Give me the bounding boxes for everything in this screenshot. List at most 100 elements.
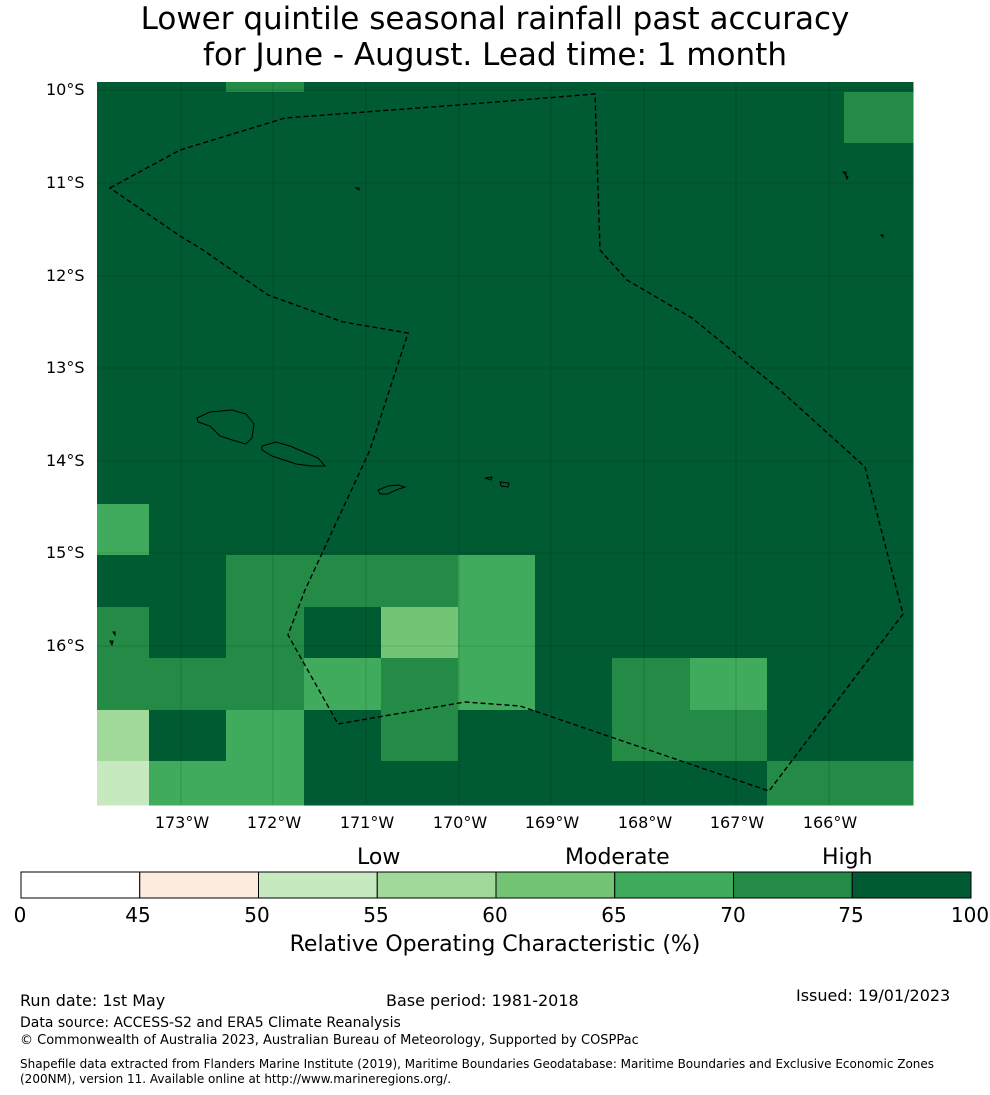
grid-cell <box>535 658 613 711</box>
grid-cell <box>97 710 150 762</box>
colorbar-swatch <box>495 871 616 899</box>
grid-cell <box>612 452 691 505</box>
lon-label-171w: 171°W <box>339 813 395 832</box>
grid-cell <box>612 504 691 556</box>
grid-cell <box>535 607 613 659</box>
grid-cell <box>381 400 459 453</box>
grid-cell <box>381 246 459 299</box>
grid-cell <box>844 400 914 453</box>
grid-cell <box>458 452 536 505</box>
grid-cell <box>304 710 382 762</box>
grid-cell <box>844 555 914 608</box>
grid-cell <box>844 349 914 401</box>
grid-cell <box>97 246 150 299</box>
grid-cell <box>226 246 305 299</box>
grid-cell <box>844 82 914 93</box>
island-sw-a <box>112 631 116 637</box>
grid-cell <box>844 92 914 144</box>
lon-label-169w: 169°W <box>524 813 580 832</box>
grid-cell <box>844 143 914 196</box>
grid-cell <box>97 82 150 93</box>
grid-cell <box>844 246 914 299</box>
grid-cell <box>226 761 305 806</box>
grid-cell <box>304 246 382 299</box>
roc-grid <box>97 82 914 806</box>
grid-cell <box>612 555 691 608</box>
grid-cell <box>690 298 768 350</box>
grid-cell <box>612 761 691 806</box>
grid-cell <box>97 658 150 711</box>
grid-cell <box>149 710 227 762</box>
grid-cell <box>381 607 459 659</box>
colorbar-swatch <box>20 871 141 899</box>
base-period: Base period: 1981-2018 <box>386 991 579 1010</box>
grid-cell <box>458 555 536 608</box>
colorbar-swatch <box>376 871 497 899</box>
grid-cell <box>535 761 613 806</box>
grid-cell <box>149 195 227 247</box>
grid-cell <box>381 504 459 556</box>
grid-cell <box>226 82 305 93</box>
grid-cell <box>458 195 536 247</box>
legend-category-high: High <box>822 845 873 870</box>
grid-cell <box>149 143 227 196</box>
grid-cell <box>381 143 459 196</box>
islands <box>109 171 884 647</box>
grid-cell <box>381 658 459 711</box>
grid-cell <box>149 607 227 659</box>
grid-cell <box>381 92 459 144</box>
grid-cell <box>381 761 459 806</box>
grid-cell <box>381 452 459 505</box>
colorbar-tick-60: 60 <box>482 903 508 927</box>
island-swains <box>354 187 360 191</box>
grid-cell <box>690 504 768 556</box>
grid-cell <box>458 504 536 556</box>
grid-cell <box>535 246 613 299</box>
grid-cell <box>304 349 382 401</box>
grid-cell <box>149 761 227 806</box>
lon-label-172w: 172°W <box>246 813 302 832</box>
colorbar-tick-0: 0 <box>13 903 27 927</box>
grid-cell <box>226 143 305 196</box>
grid-cell <box>844 452 914 505</box>
lat-label-11s: 11°S <box>46 173 85 192</box>
grid-cell <box>226 710 305 762</box>
grid-cell <box>844 658 914 711</box>
grid-cell <box>304 555 382 608</box>
run-date: Run date: 1st May <box>20 991 166 1010</box>
colorbar-tick-55: 55 <box>363 903 389 927</box>
lon-label-170w: 170°W <box>432 813 488 832</box>
grid-cell <box>767 246 845 299</box>
grid-cell <box>767 452 845 505</box>
grid-cell <box>97 298 150 350</box>
grid-cell <box>304 400 382 453</box>
grid-cell <box>612 195 691 247</box>
grid-cell <box>767 504 845 556</box>
grid-cell <box>304 143 382 196</box>
island-tau <box>499 481 510 488</box>
grid-cell <box>304 92 382 144</box>
grid-cell <box>612 607 691 659</box>
grid-cell <box>458 92 536 144</box>
grid-cell <box>535 349 613 401</box>
grid-cell <box>612 710 691 762</box>
colorbar <box>20 871 972 899</box>
grid-cell <box>535 400 613 453</box>
grid-cell <box>535 504 613 556</box>
island-sw-b <box>109 640 114 647</box>
colorbar-tick-65: 65 <box>601 903 627 927</box>
grid-cell <box>535 143 613 196</box>
colorbar-swatches <box>20 871 972 899</box>
lat-label-14s: 14°S <box>46 451 85 470</box>
grid-cell <box>304 298 382 350</box>
grid-cell <box>844 195 914 247</box>
grid-cell <box>149 82 227 93</box>
grid-cell <box>226 195 305 247</box>
grid-cell <box>690 349 768 401</box>
grid-cell <box>304 658 382 711</box>
island-savaii <box>196 409 255 445</box>
grid-cell <box>612 82 691 93</box>
grid-cell <box>767 298 845 350</box>
lon-label-166w: 166°W <box>802 813 858 832</box>
grid-cell <box>767 607 845 659</box>
